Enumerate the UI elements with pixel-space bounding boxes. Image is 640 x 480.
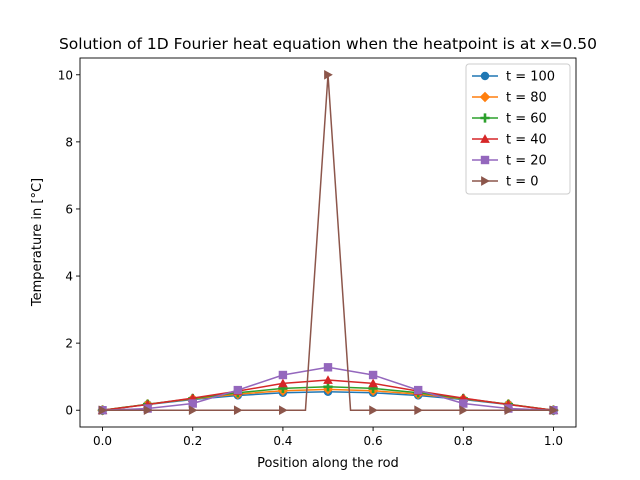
legend-marker: [480, 71, 490, 81]
legend-label: t = 80: [506, 91, 547, 106]
data-point: [324, 69, 333, 80]
legend-label: t = 0: [506, 175, 539, 190]
axis-ticks: 0.0 0.2 0.4 0.6 0.8 1.0 0 2 4 6 8 10: [58, 68, 563, 448]
legend-marker: [479, 91, 491, 103]
legend-item: t = 60: [472, 112, 547, 127]
legend-marker: [480, 113, 490, 123]
legend-marker: [480, 155, 490, 165]
data-point: [459, 405, 469, 416]
x-tick-label: 0.2: [183, 434, 202, 448]
y-tick-label: 8: [65, 135, 73, 149]
data-point: [459, 399, 468, 408]
data-point: [233, 385, 243, 395]
data-point: [188, 405, 198, 416]
data-point: [413, 385, 423, 395]
data-point: [323, 363, 333, 372]
data-point: [323, 375, 333, 384]
y-axis-label: Temperature in [°C]: [30, 178, 45, 307]
data-point: [414, 405, 424, 416]
legend-label: t = 20: [506, 154, 547, 169]
legend: t = 100 t = 80 t = 60 t = 40 t = 20 t = 0: [465, 63, 571, 195]
data-point: [549, 405, 559, 416]
data-point: [188, 399, 197, 408]
x-tick-label: 0.4: [273, 434, 292, 448]
y-tick-label: 4: [65, 270, 73, 284]
data-point: [233, 405, 243, 416]
legend-label: t = 100: [506, 70, 555, 85]
legend-item: t = 0: [472, 175, 539, 190]
series-t-0: [98, 69, 559, 416]
data-point: [504, 405, 514, 416]
legend-item: t = 40: [472, 133, 547, 148]
legend-label: t = 40: [506, 133, 547, 148]
legend-marker: [481, 176, 490, 186]
x-axis-label: Position along the rod: [257, 456, 399, 471]
x-tick-label: 0.8: [454, 434, 473, 448]
legend-item: t = 100: [472, 70, 555, 85]
legend-label: t = 60: [506, 112, 547, 127]
data-point: [369, 405, 378, 416]
y-tick-label: 0: [65, 404, 73, 418]
legend-item: t = 20: [472, 154, 547, 169]
y-tick-label: 2: [65, 337, 73, 351]
series-layer: [97, 69, 559, 416]
data-point: [143, 405, 153, 416]
legend-marker: [480, 134, 490, 143]
data-point: [368, 378, 378, 388]
data-point: [98, 405, 108, 416]
legend-item: t = 80: [472, 91, 547, 106]
x-tick-label: 0.0: [93, 434, 112, 448]
y-tick-label: 6: [65, 202, 73, 216]
data-point: [278, 378, 288, 388]
axes-frame: [79, 57, 577, 428]
chart-title: Solution of 1D Fourier heat equation whe…: [59, 35, 597, 53]
data-point: [279, 405, 288, 416]
y-tick-label: 10: [58, 68, 73, 82]
data-point: [368, 370, 378, 380]
x-tick-label: 0.6: [364, 434, 383, 448]
data-point: [278, 370, 288, 380]
x-tick-label: 1.0: [544, 434, 563, 448]
